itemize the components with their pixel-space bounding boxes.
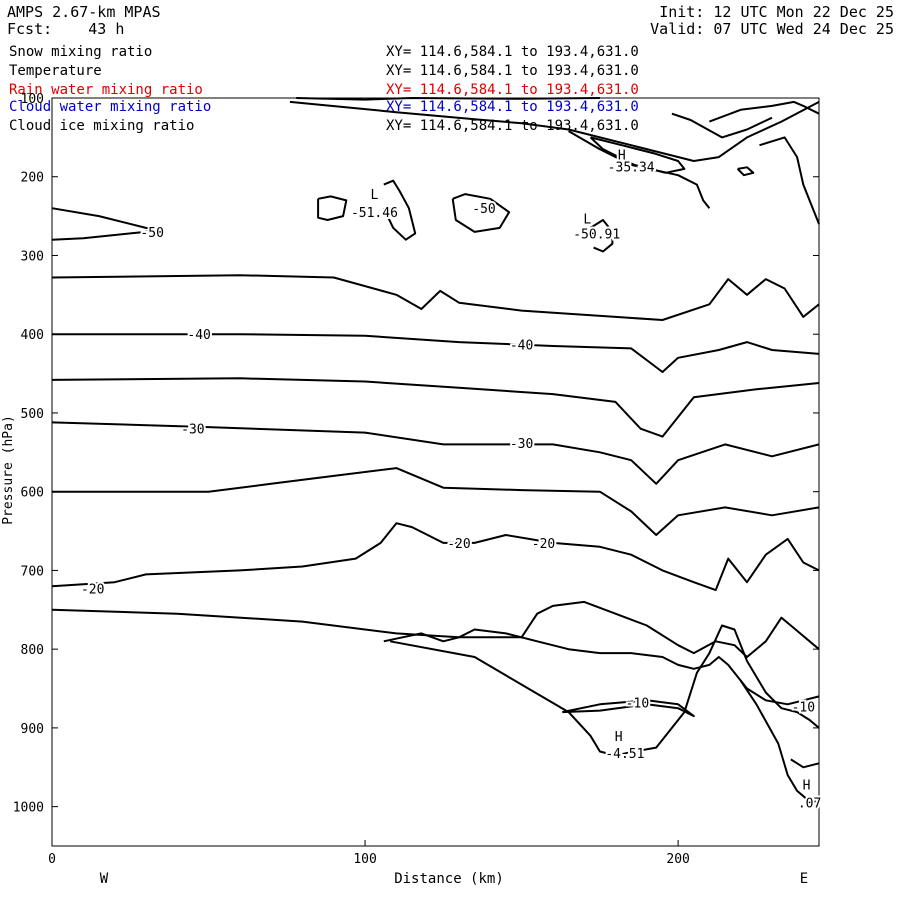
- contour-label: -10: [792, 701, 815, 716]
- x-tick-label: 100: [353, 852, 376, 867]
- contour-label: -35.34: [608, 161, 655, 176]
- isotherm-line-16: [52, 333, 820, 373]
- isotherm-line-26: [739, 680, 820, 804]
- isotherm-line-8: [289, 100, 820, 162]
- contour-label: .07: [798, 797, 821, 812]
- extremum-marker: L: [583, 212, 591, 227]
- isotherm-line-2: [51, 229, 162, 241]
- east-label: E: [800, 871, 808, 887]
- field-name-snow: Snow mixing ratio: [9, 44, 153, 60]
- extremum-marker: H: [618, 149, 626, 164]
- contour-label: -30: [510, 437, 533, 452]
- extremum-marker: H: [615, 730, 623, 745]
- contour-label: -10: [626, 697, 649, 712]
- contour-label: -40: [510, 338, 533, 353]
- isotherm-line-24: [562, 699, 695, 718]
- isotherm-line-3: [317, 195, 348, 221]
- extremum-marker: H: [803, 779, 811, 794]
- y-tick-label: 500: [21, 407, 44, 422]
- x-tick-label: 200: [666, 852, 689, 867]
- contour-label: -50: [140, 226, 163, 241]
- isotherm-line-19: [52, 467, 820, 536]
- contour-label: -51.46: [351, 206, 398, 221]
- field-name-cloud-ice: Cloud ice mixing ratio: [9, 118, 195, 134]
- isotherm-line-20: [51, 522, 820, 592]
- isotherm-line-17: [51, 377, 820, 438]
- y-tick-label: 100: [21, 92, 44, 107]
- isotherm-line-18: [51, 421, 820, 485]
- extremum-marker: L: [371, 188, 379, 203]
- isotherm-line-5: [451, 193, 511, 233]
- field-name-rain: Rain water mixing ratio: [9, 82, 203, 98]
- x-axis-label: Distance (km): [394, 871, 504, 887]
- contour-label: -50: [472, 202, 495, 217]
- init-time: Init: 12 UTC Mon 22 Dec 25: [659, 3, 894, 21]
- plot-frame: [51, 97, 820, 847]
- contour-label: -40: [187, 328, 210, 343]
- y-tick-label: 200: [21, 171, 44, 186]
- contour-label: -4.51: [605, 747, 644, 762]
- y-tick-label: 400: [21, 328, 44, 343]
- x-tick-label: 0: [48, 852, 56, 867]
- contour-label: -30: [181, 423, 204, 438]
- contour-label: -20: [447, 537, 470, 552]
- isotherm-line-6: [589, 219, 614, 253]
- field-range-snow: XY= 114.6,584.1 to 193.4,631.0: [386, 44, 639, 60]
- contour-label: -20: [532, 537, 555, 552]
- isotherm-line-9: [296, 97, 600, 101]
- isotherm-line-15: [51, 274, 820, 321]
- isotherm-line-10: [568, 130, 711, 209]
- field-range-cloud-water: XY= 114.6,584.1 to 193.4,631.0: [386, 99, 639, 115]
- field-range-rain: XY= 114.6,584.1 to 193.4,631.0: [386, 82, 639, 98]
- y-tick-label: 900: [21, 722, 44, 737]
- model-title: AMPS 2.67-km MPAS: [7, 3, 161, 21]
- isotherm-line-11: [589, 136, 686, 174]
- y-tick-label: 300: [21, 249, 44, 264]
- contour-label: -20: [81, 583, 104, 598]
- field-name-temperature: Temperature: [9, 63, 102, 79]
- west-label: W: [100, 871, 109, 887]
- y-tick-label: 600: [21, 486, 44, 501]
- isotherm-line-25: [790, 758, 820, 769]
- contour-label: -50.91: [573, 227, 620, 242]
- isotherm-line-13: [759, 136, 820, 225]
- isotherm-line-7: [736, 166, 755, 177]
- isotherm-line-1: [51, 207, 162, 231]
- isotherm-line-23: [389, 624, 820, 757]
- isotherm-line-12: [709, 100, 820, 123]
- forecast-hour: Fcst: 43 h: [7, 20, 125, 38]
- y-tick-label: 1000: [13, 801, 44, 816]
- y-tick-label: 800: [21, 643, 44, 658]
- y-axis-label: Pressure (hPa): [1, 415, 16, 525]
- isotherm-line-14: [671, 112, 773, 139]
- valid-time: Valid: 07 UTC Wed 24 Dec 25: [650, 20, 894, 38]
- isotherm-line-4: [382, 179, 417, 241]
- isotherm-line-22: [383, 628, 820, 706]
- y-tick-label: 700: [21, 564, 44, 579]
- field-range-temperature: XY= 114.6,584.1 to 193.4,631.0: [386, 63, 639, 79]
- field-name-cloud-water: Cloud water mixing ratio: [9, 99, 212, 115]
